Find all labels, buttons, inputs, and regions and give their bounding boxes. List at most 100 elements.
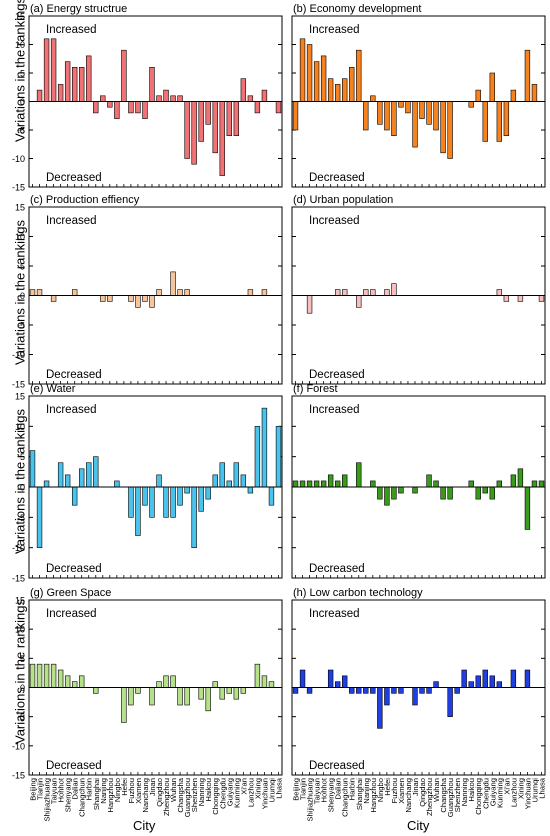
bar-wuhan (433, 681, 439, 688)
bar-lhasa (538, 295, 545, 302)
bar-ningbo (377, 101, 383, 125)
panel-title: (g) Green Space (30, 587, 111, 599)
y-tick-label: -15 (12, 574, 25, 584)
annotation-decreased: Decreased (46, 760, 102, 772)
bar-shenyang (327, 474, 334, 488)
bar-chengdu (219, 101, 225, 176)
bar-changchun (342, 675, 348, 688)
bar-xiamen (398, 486, 404, 494)
bar-guiyang (489, 675, 495, 688)
city-label: Lhasa (537, 777, 546, 798)
city-label: Fuzhou (390, 778, 399, 803)
bar-nanjing (363, 687, 369, 694)
bar-nanjing (363, 101, 369, 131)
city-label: Shenyang (64, 778, 73, 812)
y-tick-label: -10 (12, 741, 25, 751)
x-axis-label: City (407, 818, 430, 833)
bar-zhengzhou (426, 474, 432, 488)
y-tick-label: 0 (20, 291, 25, 301)
bar-wuhan (433, 480, 439, 488)
bar-kunming (496, 480, 503, 488)
bar-chongqing (475, 486, 481, 500)
city-label: Nanjing (99, 778, 108, 804)
bar-changchun (342, 474, 348, 488)
bar-hefei (121, 687, 127, 723)
bar-changchun (79, 468, 85, 488)
city-label: Urumqi (267, 778, 276, 803)
city-label: Xi'an (502, 778, 511, 795)
y-tick-label: 5 (20, 654, 25, 664)
bar-shijiazhuang (306, 295, 313, 314)
y-tick-label: -15 (12, 183, 25, 193)
y-tick-label: 0 (20, 483, 25, 493)
bar-changsha (177, 289, 183, 296)
bar-fuzhou (128, 101, 134, 114)
y-tick-label: 10 (15, 625, 25, 635)
bar-wuhan (170, 271, 176, 296)
bar-guiyang (226, 480, 232, 488)
bar-guangzhou (447, 486, 453, 500)
bar-jinan (149, 67, 155, 102)
bar-chongqing (212, 101, 218, 154)
bar-nanchang (142, 101, 148, 119)
y-tick-label: -5 (17, 126, 25, 136)
y-tick-label: 10 (15, 422, 25, 432)
bar-fuzhou (391, 101, 397, 137)
bar-urumqi (268, 681, 275, 688)
bar-urumqi (531, 480, 538, 488)
bar-hefei (121, 49, 127, 102)
bar-hohhot (57, 669, 64, 688)
city-label: Hefei (383, 778, 392, 796)
bar-wuhan (170, 675, 176, 688)
bar-guiyang (226, 101, 232, 137)
bar-ningbo (114, 101, 120, 119)
bar-hohhot (320, 55, 327, 102)
bar-chengdu (482, 669, 488, 688)
bar-xiamen (135, 295, 141, 308)
bar-beijing (29, 663, 36, 688)
city-label: Shenyang (327, 778, 336, 812)
panel-title: (f) Forest (293, 383, 338, 395)
bar-shijiazhuang (306, 44, 313, 102)
bar-taiyuan (313, 61, 320, 102)
bar-xian (240, 78, 247, 102)
bar-guiyang (226, 687, 232, 694)
bar-lanzhou (247, 95, 254, 102)
panel-title: (d) Urban population (293, 194, 393, 206)
city-label: Lanzhou (509, 778, 518, 807)
city-label: Guiyang (225, 778, 234, 806)
city-label: Nanning (197, 778, 206, 806)
city-label: Qingdao (418, 778, 427, 807)
bar-shanghai (93, 101, 99, 114)
city-label: Nanning (460, 778, 469, 806)
bar-dalian (334, 289, 341, 296)
bar-chengdu (219, 687, 225, 700)
bar-xian (240, 687, 247, 694)
bar-changsha (440, 101, 446, 154)
city-label: Yinchuan (260, 778, 269, 809)
bar-harbin (86, 462, 92, 488)
panel-title: (b) Economy development (293, 3, 421, 15)
y-tick-label: -5 (17, 513, 25, 523)
annotation-increased: Increased (46, 608, 97, 620)
bar-xining (517, 295, 524, 302)
bar-jinan (149, 486, 155, 518)
bar-zhengzhou (426, 101, 432, 125)
bar-xian (503, 101, 510, 137)
city-label: Tianjin (299, 778, 308, 800)
bar-shenyang (64, 474, 71, 488)
y-tick-label: 15 (15, 203, 25, 213)
bar-hefei (384, 486, 390, 506)
annotation-decreased: Decreased (46, 172, 102, 184)
city-label: Nanchang (404, 778, 413, 813)
bar-changchun (79, 67, 85, 102)
city-label: Urumqi (530, 778, 539, 803)
bar-hohhot (57, 84, 64, 102)
annotation-decreased: Decreased (309, 563, 365, 575)
bar-tianjin (299, 480, 306, 488)
y-tick-label: -5 (17, 321, 25, 331)
bar-beijing (292, 687, 299, 694)
bar-guiyang (489, 72, 495, 102)
bar-nanning (198, 101, 204, 142)
